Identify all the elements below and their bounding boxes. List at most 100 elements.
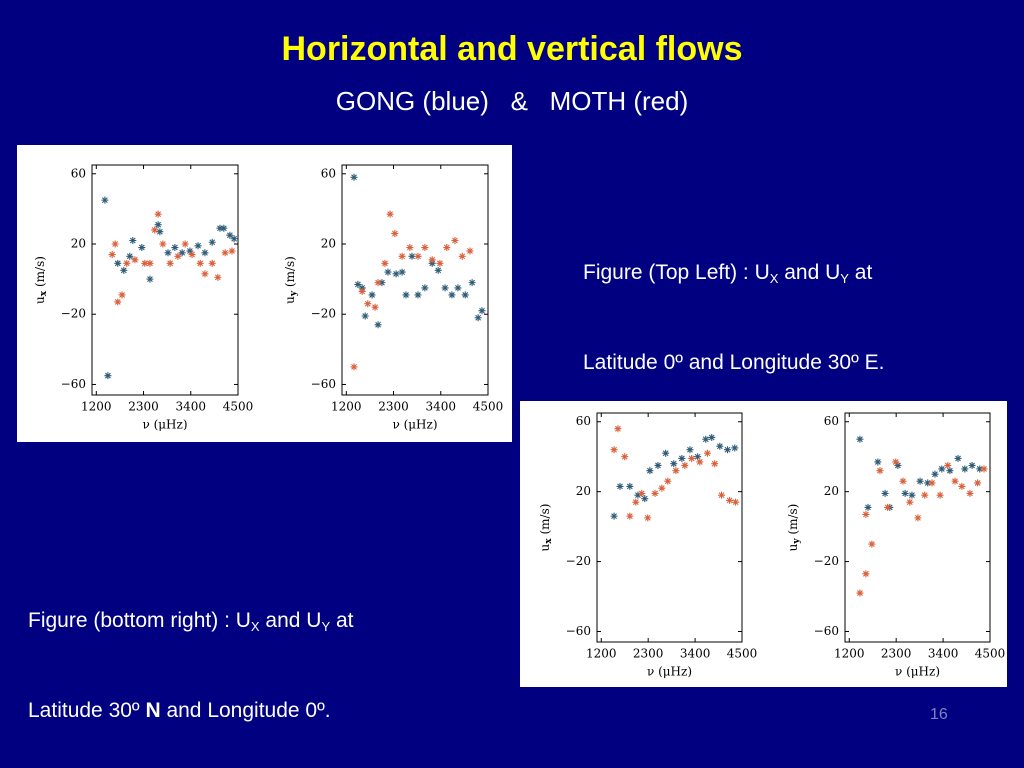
point: [104, 372, 112, 380]
point: [968, 461, 976, 469]
point: [862, 510, 870, 518]
point: [374, 279, 382, 287]
point: [381, 259, 389, 267]
point: [384, 268, 392, 276]
point: [434, 266, 442, 274]
plot-frame: [341, 164, 489, 396]
point: [664, 477, 672, 485]
y-tick-label: −60: [61, 377, 86, 391]
y-tick-label: −60: [814, 624, 839, 638]
point: [146, 275, 154, 283]
point: [466, 247, 474, 255]
point: [436, 259, 444, 267]
point: [374, 321, 382, 329]
subscript: X: [250, 619, 260, 634]
point: [398, 252, 406, 260]
point: [371, 303, 379, 311]
y-tick-label: −20: [311, 307, 336, 321]
point: [468, 279, 476, 287]
point: [448, 291, 456, 299]
y-tick-label: −20: [61, 307, 86, 321]
x-tick-label: 2300: [378, 400, 409, 414]
y-axis-label-part: (m/s): [33, 256, 47, 291]
subscript: Y: [321, 619, 331, 634]
y-axis-label-sub: y: [792, 538, 802, 545]
plot-frame: [596, 412, 743, 643]
point: [644, 514, 652, 522]
y-tick-label: 60: [824, 414, 839, 428]
point: [220, 224, 228, 232]
y-axis-label-part: (m/s): [786, 504, 800, 539]
point: [208, 259, 216, 267]
point: [208, 238, 216, 246]
point: [928, 479, 936, 487]
point: [129, 236, 137, 244]
point: [114, 259, 122, 267]
point: [672, 467, 680, 475]
y-tick-label: −60: [311, 377, 336, 391]
point: [188, 251, 196, 259]
point: [201, 249, 209, 257]
point: [641, 495, 649, 503]
point: [881, 489, 889, 497]
point: [874, 458, 882, 466]
point: [186, 247, 194, 255]
point: [196, 259, 204, 267]
caption-text: Latitude 0º and Longitude 30º E.: [583, 351, 885, 374]
point: [226, 231, 234, 239]
y-axis-label-part: u: [283, 296, 297, 304]
x-tick-label: 2300: [633, 647, 664, 661]
y-tick-label: −20: [566, 554, 591, 568]
point: [856, 435, 864, 443]
point: [126, 252, 134, 260]
figure-panel: [17, 145, 512, 442]
x-tick-label: 1200: [331, 400, 362, 414]
point: [944, 461, 952, 469]
slide-title: Horizontal and vertical flows: [281, 30, 743, 68]
point: [716, 442, 724, 450]
point: [154, 221, 162, 229]
y-tick-label: 20: [321, 237, 336, 251]
y-axis-label-part: u: [786, 543, 800, 551]
point: [166, 259, 174, 267]
point: [718, 491, 726, 499]
point: [651, 489, 659, 497]
point: [478, 307, 486, 315]
point: [654, 461, 662, 469]
point: [156, 228, 164, 236]
point: [696, 458, 704, 466]
point: [610, 446, 618, 454]
point: [908, 491, 916, 499]
point: [906, 498, 914, 506]
point: [386, 210, 394, 218]
plot-frame: [844, 412, 991, 643]
point: [364, 300, 372, 308]
x-axis-label: ν (μHz): [142, 418, 187, 432]
x-tick-label: 2300: [128, 400, 159, 414]
point: [174, 252, 182, 260]
point: [621, 453, 629, 461]
point: [626, 512, 634, 520]
point: [868, 540, 876, 548]
caption-text: at: [330, 609, 354, 632]
point: [118, 291, 126, 299]
y-axis-label-part: u: [538, 543, 552, 551]
point: [354, 280, 362, 288]
point: [892, 458, 900, 466]
point: [711, 460, 719, 468]
point: [951, 477, 959, 485]
point: [894, 461, 902, 469]
point: [350, 173, 358, 181]
point: [681, 461, 689, 469]
y-tick-label: −60: [566, 624, 591, 638]
y-axis-label-sub: y: [289, 290, 299, 297]
x-tick-label: 1200: [81, 400, 112, 414]
point: [414, 291, 422, 299]
point: [732, 498, 740, 506]
caption-text: Latitude 30º: [28, 699, 146, 722]
point: [141, 259, 149, 267]
point: [931, 470, 939, 478]
caption-text: Figure (bottom right) : U: [28, 609, 251, 632]
caption: Figure (Top Left) : UX and UY at Latitud…: [583, 198, 884, 408]
point: [864, 503, 872, 511]
